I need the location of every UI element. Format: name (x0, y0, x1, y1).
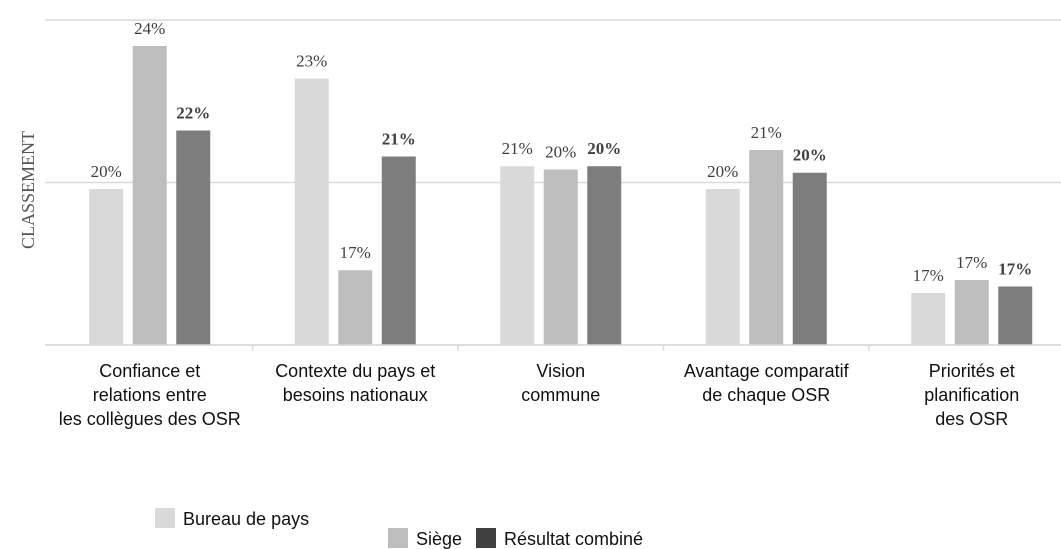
data-label: 22% (176, 103, 210, 122)
bar (587, 166, 622, 345)
x-tick-label-line: commune (521, 385, 600, 405)
data-label: 17% (998, 259, 1032, 278)
legend-swatch (388, 528, 408, 548)
x-tick-label-line: Confiance et (99, 361, 200, 381)
data-label: 20% (793, 146, 827, 165)
bar (954, 280, 989, 345)
x-tick-label-line: Priorités et (929, 361, 1015, 381)
legend-swatch (476, 528, 496, 548)
x-tick-label: Priorités et planification des OSR (924, 361, 1019, 429)
data-label: 17% (340, 243, 371, 262)
x-tick-label-line: relations entre (93, 385, 207, 405)
bar (998, 286, 1033, 345)
x-tick-label-line: Vision (536, 361, 585, 381)
data-label: 20% (587, 139, 621, 158)
bar (294, 78, 329, 345)
x-tick-label: Vision commune (521, 361, 600, 405)
x-tick-label-line: les collègues des OSR (59, 409, 241, 429)
data-label: 17% (956, 253, 987, 272)
x-tick-label-line: besoins nationaux (283, 385, 428, 405)
bar (338, 270, 373, 345)
data-label: 21% (502, 139, 533, 158)
x-tick-label-line: Contexte du pays et (275, 361, 435, 381)
x-tick-label-line: Avantage comparatif (684, 361, 850, 381)
legend-swatch (155, 508, 175, 528)
bar (911, 293, 946, 345)
bar (749, 150, 784, 345)
bar (176, 130, 211, 345)
data-label: 21% (751, 123, 782, 142)
bar (705, 189, 740, 345)
bar (89, 189, 124, 345)
data-label: 17% (913, 266, 944, 285)
bar (381, 156, 416, 345)
x-tick-label-line: des OSR (935, 409, 1008, 429)
bar (792, 172, 827, 345)
x-tick-label: Confiance et relations entre les collègues… (59, 361, 241, 429)
legend-label: Siège (416, 529, 462, 549)
legend-label: Bureau de pays (183, 509, 309, 529)
data-label: 20% (91, 162, 122, 181)
bar (132, 46, 167, 345)
data-label: 20% (707, 162, 738, 181)
x-tick-label: Contexte du pays et besoins nationaux (275, 361, 435, 405)
data-label: 24% (134, 19, 165, 38)
x-tick-label-line: de chaque OSR (702, 385, 830, 405)
y-axis-label: CLASSEMENT (18, 131, 38, 249)
data-label: 21% (382, 129, 416, 148)
bar (500, 166, 535, 345)
x-tick-label: Avantage comparatif de chaque OSR (684, 361, 850, 405)
bar (543, 169, 578, 345)
data-label: 20% (545, 142, 576, 161)
x-tick-label-line: planification (924, 385, 1019, 405)
data-label: 23% (296, 51, 327, 70)
legend-label: Résultat combiné (504, 529, 643, 549)
